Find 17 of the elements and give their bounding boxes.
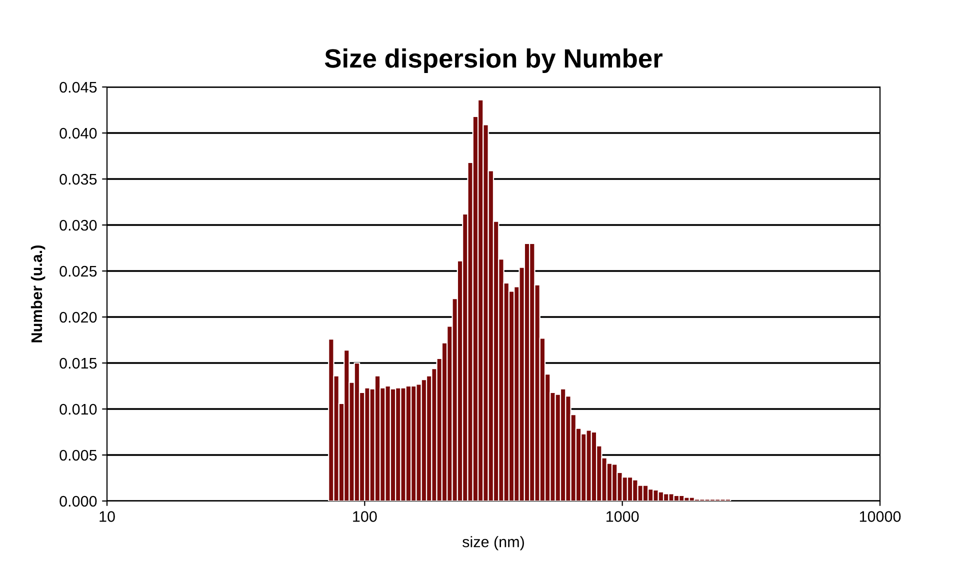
x-tick-label: 10 bbox=[100, 511, 115, 522]
y-tick-label: 0.030 bbox=[60, 220, 97, 231]
y-tick-label: 0.010 bbox=[60, 404, 97, 415]
chart-title: Size dispersion by Number bbox=[324, 48, 662, 74]
y-tick-label: 0.000 bbox=[60, 496, 97, 507]
y-tick-label: 0.035 bbox=[60, 174, 97, 185]
y-tick-label: 0.045 bbox=[60, 82, 97, 93]
y-tick-label: 0.015 bbox=[60, 358, 97, 369]
y-tick-label: 0.040 bbox=[60, 128, 97, 139]
y-tick-label: 0.005 bbox=[60, 450, 97, 461]
y-axis-title: Number (u.a.) bbox=[30, 246, 46, 342]
y-tick-label: 0.020 bbox=[60, 312, 97, 323]
y-tick-label: 0.025 bbox=[60, 266, 97, 277]
x-tick-label: 100 bbox=[353, 511, 377, 522]
x-tick-label: 1000 bbox=[606, 511, 639, 522]
x-axis-title: size (nm) bbox=[462, 536, 524, 550]
x-tick-label: 10000 bbox=[860, 511, 901, 522]
